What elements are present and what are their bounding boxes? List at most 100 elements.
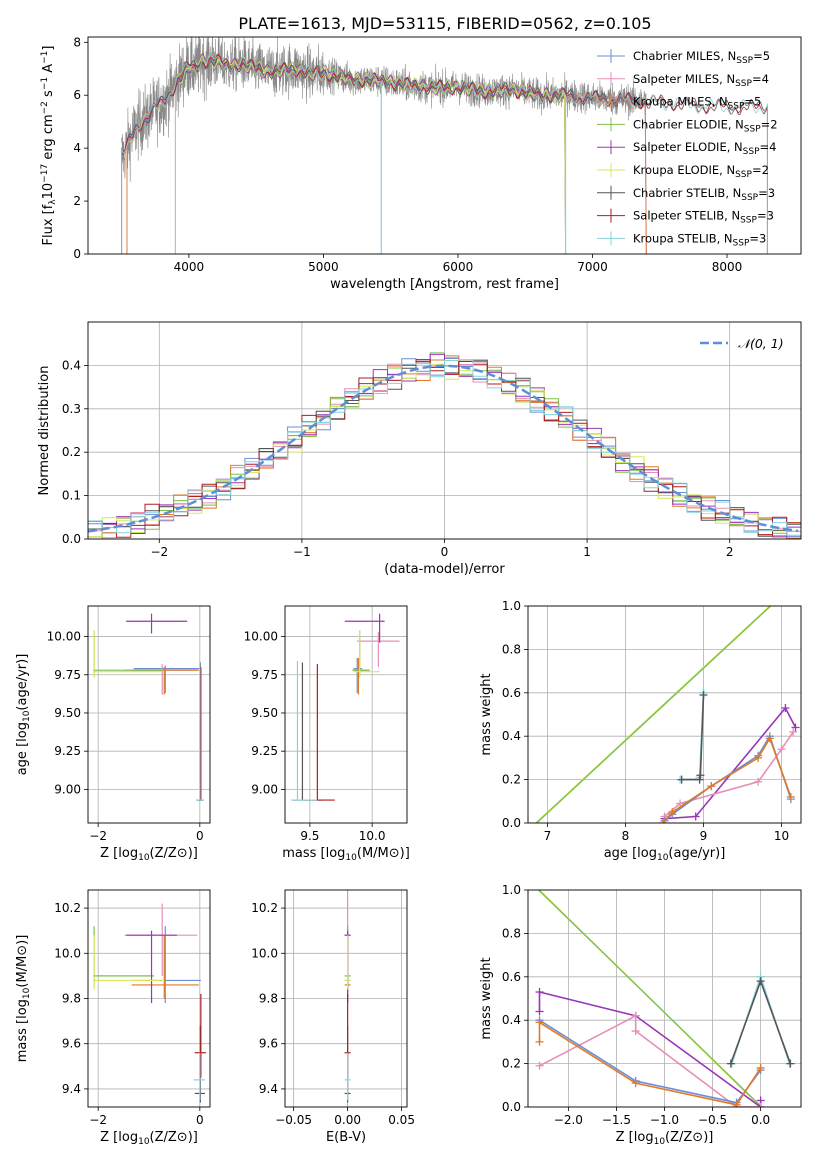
weight-marker-chabrier-stelib <box>726 1059 735 1068</box>
x-axis-label: wavelength [Angstrom, rest frame] <box>330 277 559 292</box>
weight-line-salpeter-elodie <box>664 706 797 820</box>
weight-marker-kroupa-miles <box>707 782 716 791</box>
panel-mass-vs-EBV: −0.05 0.00 0.05 9.4 9.6 9.8 10.0 10.2 E(B-V) <box>251 889 415 1145</box>
y-tick-label: 9.75 <box>251 668 278 682</box>
y-tick-label: 0.0 <box>502 1100 521 1114</box>
x-tick-label: 0.00 <box>334 1113 361 1127</box>
weight-marker-kroupa-miles <box>765 734 774 743</box>
x-axis-label: Z [log10(Z/Z⊙)] <box>100 846 198 863</box>
panel-spectrum: 4000 5000 6000 7000 8000 0 2 4 6 8 wavelength [Ang… <box>40 35 802 292</box>
y-tick-label: 0.3 <box>62 402 81 416</box>
x-tick-label: 7 <box>544 829 552 843</box>
axes-frame <box>87 605 211 824</box>
axes-frame <box>87 321 802 540</box>
y-tick-label: 9.00 <box>251 782 278 796</box>
y-tick-label: 1.0 <box>502 883 521 897</box>
y-tick-label: 9.4 <box>259 1082 278 1096</box>
weight-marker-salpeter-elodie <box>535 1007 544 1016</box>
legend-entry: Chabrier ELODIE, NSSP=2 <box>633 117 778 134</box>
x-tick-label: −0.05 <box>275 1113 312 1127</box>
weight-marker-chabrier-stelib <box>677 775 686 784</box>
y-tick-label: 0.1 <box>62 489 81 503</box>
x-tick-label: 0 <box>196 829 204 843</box>
weight-marker-kroupa-miles <box>631 1079 640 1088</box>
weight-marker-kroupa-miles <box>535 1037 544 1046</box>
y-tick-label: 0.0 <box>62 532 81 546</box>
x-axis-label: age [log10(age/yr)] <box>604 846 726 863</box>
model-spectrum-salpeter-stelib <box>121 53 768 254</box>
weight-line-chabrier-stelib <box>681 694 705 781</box>
y-tick-label: 6 <box>73 88 81 102</box>
plot-area <box>535 890 795 1107</box>
y-axis-label: Normed distribution <box>37 366 52 496</box>
y-tick-label: 10.0 <box>54 946 81 960</box>
model-spectrum-chabrier-stelib <box>121 54 768 254</box>
model-spectrum-kroupa-stelib <box>121 52 768 254</box>
y-axis-label: age [log10(age/yr)] <box>15 654 32 776</box>
axes-frame <box>527 605 802 824</box>
weight-marker-salpeter-elodie <box>791 723 800 732</box>
plot-area <box>88 352 801 539</box>
plot-area <box>344 890 351 1103</box>
y-tick-label: 8 <box>73 35 81 49</box>
plot-area <box>291 613 400 801</box>
histogram-kroupa-stelib <box>88 359 801 536</box>
weight-marker-kroupa-miles <box>658 819 667 823</box>
x-tick-label: 4000 <box>174 260 205 274</box>
weight-marker-salpeter-elodie <box>535 987 544 996</box>
y-tick-label: 9.00 <box>54 782 81 796</box>
model-spectrum-kroupa-elodie <box>174 56 567 254</box>
legend-entry: Chabrier MILES, NSSP=5 <box>633 49 770 66</box>
weight-marker-chabrier-stelib <box>696 771 705 780</box>
y-tick-label: 0.6 <box>502 686 521 700</box>
model-spectrum-salpeter-elodie <box>174 52 567 254</box>
panel-residuals: −2 −1 0 1 2 0.0 0.1 0.2 0.3 0.4 (data-model)/error… <box>37 321 802 577</box>
x-tick-label: −2 <box>150 545 168 559</box>
x-axis-label: E(B-V) <box>326 1130 366 1145</box>
weight-marker-chabrier-stelib <box>756 977 765 986</box>
y-tick-label: 0.6 <box>502 970 521 984</box>
weight-marker-salpeter-miles <box>631 1011 640 1020</box>
weight-marker-salpeter-elodie <box>691 812 700 821</box>
weight-line-kroupa-miles <box>662 736 792 823</box>
y-tick-label: 0 <box>73 247 81 261</box>
legend-entry: Salpeter MILES, NSSP=4 <box>633 72 769 89</box>
y-tick-label: 10.0 <box>251 946 278 960</box>
x-tick-label: 0.05 <box>388 1113 415 1127</box>
x-tick-label: −2.0 <box>554 1113 583 1127</box>
x-axis-label: Z [log10(Z/Z⊙)] <box>100 1130 198 1147</box>
panel-age-vs-Z: −2 0 9.00 9.25 9.50 9.75 10.00 Z [log10(Z/Z⊙)] a… <box>15 605 211 863</box>
y-tick-label: 0.2 <box>502 1057 521 1071</box>
weight-marker-salpeter-elodie <box>781 703 790 712</box>
x-tick-label: −1.5 <box>602 1113 631 1127</box>
axes-frame <box>527 889 802 1108</box>
y-tick-label: 9.50 <box>54 706 81 720</box>
x-tick-label: 8 <box>622 829 630 843</box>
legend-entry: Kroupa ELODIE, NSSP=2 <box>633 163 769 180</box>
x-tick-label: 2 <box>726 545 734 559</box>
axes-frame <box>284 889 408 1108</box>
weight-marker-salpeter-miles <box>631 1027 640 1036</box>
x-tick-label: −1 <box>293 545 311 559</box>
weight-marker-kroupa-miles <box>754 753 763 762</box>
y-axis-label: Flux [fλ10−17 erg cm−2 s−1 A−1] <box>40 46 58 246</box>
weight-line-chabrier-elodie <box>538 890 763 1107</box>
y-tick-label: 2 <box>73 194 81 208</box>
weight-marker-kroupa-miles <box>535 1018 544 1027</box>
y-tick-label: 0.8 <box>502 642 521 656</box>
x-tick-label: 10 <box>774 829 789 843</box>
legend-entry: Salpeter ELODIE, NSSP=4 <box>633 140 776 157</box>
x-tick-label: 0 <box>196 1113 204 1127</box>
x-tick-label: −1.0 <box>650 1113 679 1127</box>
y-tick-label: 0.8 <box>502 926 521 940</box>
x-tick-label: 7000 <box>577 260 608 274</box>
x-tick-label: 9.5 <box>300 829 319 843</box>
y-tick-label: 9.50 <box>251 706 278 720</box>
panel-mass-vs-Z: −2 0 9.4 9.6 9.8 10.0 10.2 Z [log10(Z/Z⊙)] mass … <box>15 889 211 1147</box>
legend-entry: 𝒩(0, 1) <box>738 336 784 351</box>
weight-marker-salpeter-miles <box>535 1061 544 1070</box>
y-axis-label: mass weight <box>479 673 494 755</box>
plot-area <box>535 606 800 823</box>
y-tick-label: 0.2 <box>62 445 81 459</box>
